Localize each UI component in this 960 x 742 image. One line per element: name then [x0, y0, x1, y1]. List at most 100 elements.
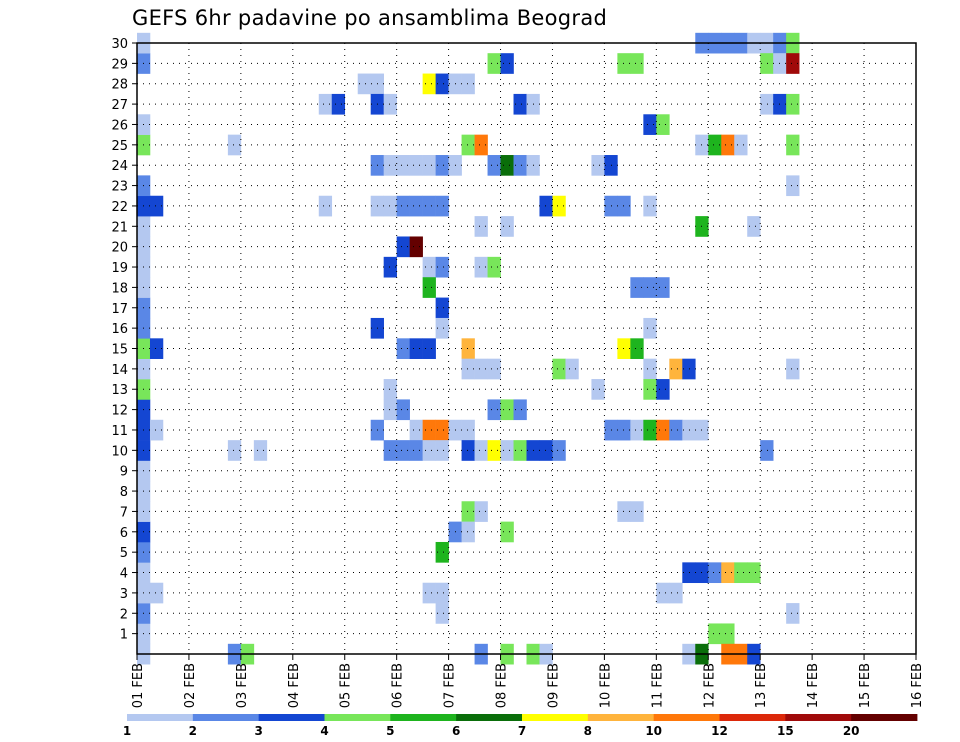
- precip-cell: [383, 195, 397, 217]
- precip-cell: [513, 440, 527, 461]
- precip-cell: [435, 297, 449, 319]
- precip-cell: [435, 541, 449, 563]
- precip-cell: [734, 134, 748, 156]
- precip-cell: [487, 440, 501, 461]
- precip-cell: [513, 399, 527, 421]
- precip-cell: [682, 419, 696, 441]
- precip-cell: [721, 134, 735, 156]
- precip-cell: [409, 195, 423, 217]
- precip-cell: [708, 134, 722, 156]
- y-tick-label: 29: [111, 57, 128, 72]
- colorbar-swatch: [192, 714, 260, 721]
- precip-cell: [422, 419, 436, 441]
- precip-cell: [487, 256, 501, 278]
- y-tick-label: 1: [120, 628, 128, 643]
- precip-cell: [409, 155, 423, 176]
- precip-cell: [630, 277, 644, 298]
- precip-cell: [422, 155, 436, 176]
- precip-cell: [461, 358, 475, 380]
- y-tick-label: 23: [111, 180, 128, 195]
- y-tick-label: 26: [111, 118, 128, 133]
- precip-cell: [149, 582, 164, 604]
- precip-cell: [721, 562, 735, 584]
- colorbar-swatch: [456, 714, 523, 721]
- precip-cell: [149, 195, 164, 217]
- precip-cell: [630, 338, 644, 359]
- y-tick-label: 20: [111, 241, 128, 256]
- y-tick-label: 18: [111, 281, 128, 296]
- precip-cell: [474, 501, 488, 522]
- y-tick-label: 16: [111, 322, 128, 337]
- precip-cell: [422, 338, 436, 359]
- precip-cell: [435, 440, 449, 461]
- precip-cell: [383, 256, 397, 278]
- y-tick-label: 11: [111, 424, 128, 439]
- precip-cell: [422, 582, 436, 604]
- precip-cell: [396, 195, 410, 217]
- colorbar-swatch: [127, 714, 194, 721]
- x-axis: 01 FEB 02 FEB 03 FEB 04 FEB 05 FEB 06 FEB 07 F…: [131, 654, 925, 708]
- precip-cell: [383, 440, 397, 461]
- x-tick-label: 05 FEB: [339, 663, 354, 708]
- precip-cell: [630, 501, 644, 522]
- x-tick-label: 08 FEB: [495, 663, 510, 708]
- precip-cell: [357, 73, 371, 95]
- precip-cell: [253, 440, 268, 461]
- precip-cell: [786, 134, 800, 156]
- y-tick-label: 27: [111, 98, 128, 113]
- y-tick-label: 6: [120, 526, 128, 541]
- colorbar-swatch: [258, 714, 325, 721]
- colorbar-swatch: [851, 714, 918, 721]
- colorbar-label: 20: [843, 724, 860, 738]
- precip-cell: [435, 603, 449, 624]
- colorbar-label: 5: [386, 724, 394, 738]
- precip-cell: [552, 195, 566, 217]
- precip-cell: [708, 562, 722, 584]
- precip-cell: [409, 338, 423, 359]
- precip-cell: [643, 317, 657, 339]
- x-tick-label: 16 FEB: [910, 663, 925, 708]
- precip-cell: [656, 114, 670, 135]
- precip-cell: [669, 419, 683, 441]
- precip-cell: [435, 419, 449, 441]
- precip-cell: [435, 73, 449, 95]
- x-tick-label: 10 FEB: [598, 663, 613, 708]
- precip-cell: [435, 582, 449, 604]
- precip-cell: [461, 501, 475, 522]
- precip-cell: [474, 440, 488, 461]
- precip-cell: [721, 623, 735, 645]
- precip-cell: [643, 114, 657, 135]
- y-tick-label: 19: [111, 261, 128, 276]
- y-tick-label: 21: [111, 220, 128, 235]
- colorbar-swatch: [785, 714, 852, 721]
- y-tick-label: 14: [111, 363, 128, 378]
- precip-cell: [318, 93, 333, 115]
- precip-cell: [318, 195, 333, 217]
- precip-cell: [617, 53, 631, 74]
- precip-cell: [500, 440, 514, 461]
- colorbar-swatch: [522, 714, 589, 721]
- x-tick-label: 02 FEB: [183, 663, 198, 708]
- precip-cell: [396, 440, 410, 461]
- precip-cell: [630, 419, 644, 441]
- colorbar-label: 7: [518, 724, 526, 738]
- precip-cell: [643, 419, 657, 441]
- precip-cell: [409, 419, 423, 441]
- precip-cell: [396, 338, 410, 359]
- y-tick-label: 12: [111, 404, 128, 419]
- precip-cell: [487, 53, 501, 74]
- x-tick-label: 15 FEB: [858, 663, 873, 708]
- precip-cell: [565, 358, 579, 380]
- precip-cell: [461, 419, 475, 441]
- precip-cell: [669, 358, 683, 380]
- x-tick-label: 06 FEB: [391, 663, 406, 708]
- precip-cell: [682, 562, 696, 584]
- precip-cell: [682, 358, 696, 380]
- y-tick-label: 30: [111, 37, 128, 52]
- precip-cell: [656, 277, 670, 298]
- precip-cell: [747, 562, 761, 584]
- precip-cell: [656, 379, 670, 400]
- colorbar-swatch: [324, 714, 391, 721]
- colorbar-swatch: [390, 714, 457, 721]
